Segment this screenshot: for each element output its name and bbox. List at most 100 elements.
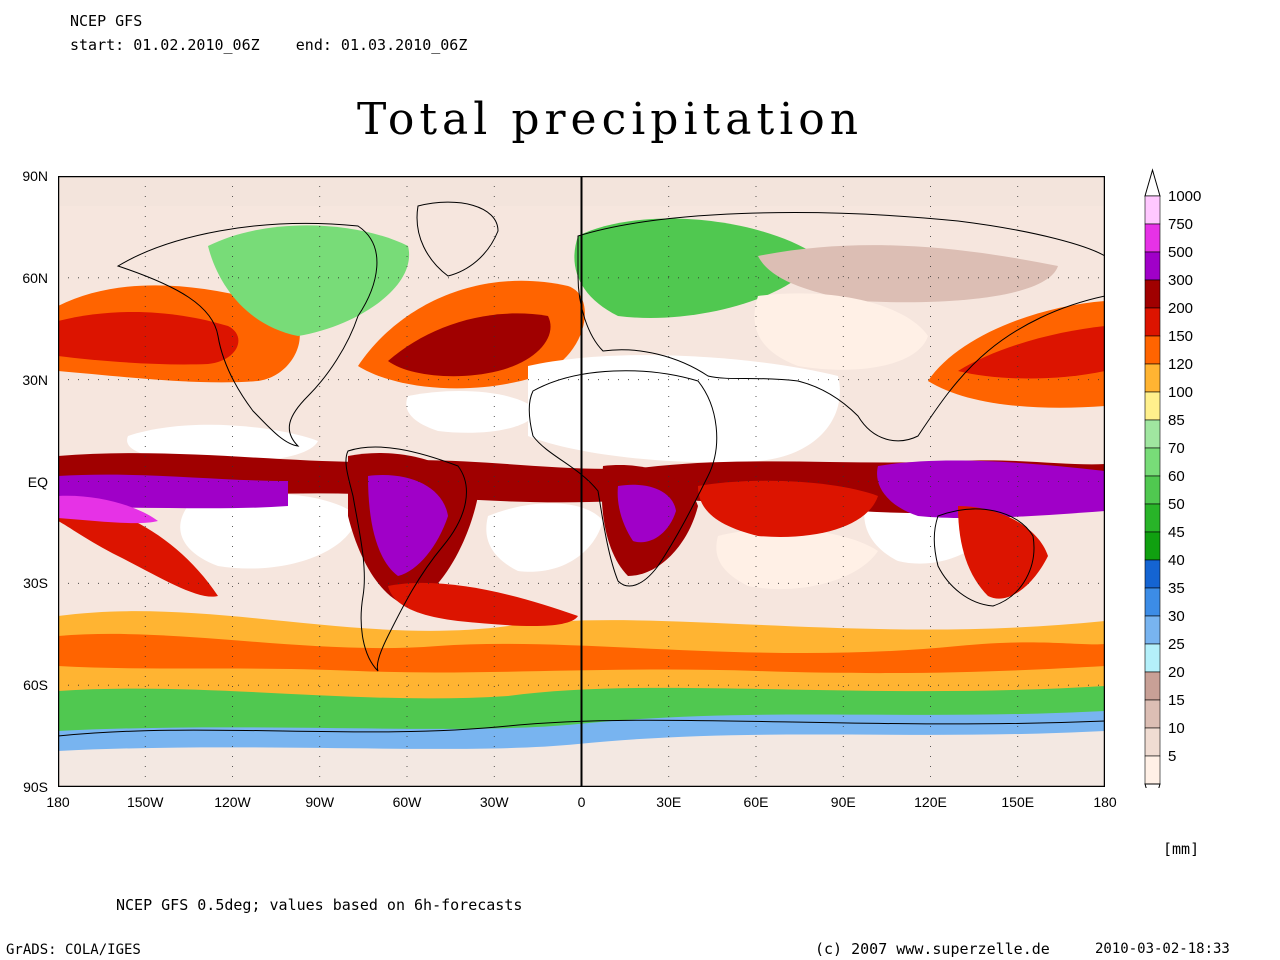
legend-level-label: 70	[1168, 440, 1185, 457]
legend-level-label: 25	[1168, 636, 1185, 653]
lon-tick-label: 30E	[656, 794, 682, 810]
atlantic-dry-n	[406, 391, 538, 433]
itcz-purple	[58, 474, 288, 509]
legend-swatch	[1144, 195, 1161, 225]
unit-label: [mm]	[1163, 840, 1200, 858]
legend-level-label: 5	[1168, 748, 1176, 765]
lon-tick-label: 150E	[1001, 794, 1035, 810]
legend-level-label: 15	[1168, 692, 1185, 709]
map-frame	[58, 176, 1105, 787]
legend-swatch	[1144, 699, 1161, 729]
s-atlantic-dry	[486, 503, 603, 572]
congo-purple	[617, 484, 676, 543]
lat-tick-label: EQ	[27, 473, 48, 490]
lon-tick-label: 60W	[392, 794, 422, 810]
north-america-outline	[116, 222, 378, 447]
lon-tick-label: 120E	[914, 794, 947, 810]
lon-tick-label: 180	[46, 794, 70, 810]
lon-tick-label: 0	[577, 794, 586, 810]
antarctica-outline	[58, 719, 1105, 737]
legend-swatch	[1144, 419, 1161, 449]
indian-ocean-rain	[698, 480, 878, 537]
legend-level-label: 60	[1168, 468, 1185, 485]
legend-swatch	[1144, 727, 1161, 757]
legend-swatch	[1144, 671, 1161, 701]
lon-tick-label: 30W	[479, 794, 509, 810]
lon-tick-label: 90E	[830, 794, 856, 810]
legend-level-label: 10	[1168, 720, 1185, 737]
n-america-green	[208, 225, 410, 336]
n-australia-rain	[958, 506, 1048, 599]
asia-dry	[754, 293, 928, 370]
timestamp: 2010-03-02-18:33	[1095, 941, 1230, 957]
lat-tick-label: 60S	[23, 677, 48, 694]
s-indian-dry	[716, 528, 878, 590]
legend-swatch	[1144, 475, 1161, 505]
legend-level-label: 100	[1168, 384, 1193, 401]
legend-level-label: 35	[1168, 580, 1185, 597]
legend-level-label: 1000	[1168, 188, 1201, 205]
south-america-outline	[345, 446, 467, 672]
lon-tick-label: 90W	[305, 794, 335, 810]
amazon-purple	[368, 475, 448, 576]
legend-level-label: 50	[1168, 496, 1185, 513]
model-note: NCEP GFS 0.5deg; values based on 6h-fore…	[116, 896, 523, 914]
legend-swatch	[1144, 251, 1161, 281]
legend-level-label: 20	[1168, 664, 1185, 681]
sahara-dry	[528, 355, 840, 463]
europe-green	[574, 218, 818, 318]
legend-level-label: 40	[1168, 552, 1185, 569]
legend-swatch	[1144, 503, 1161, 533]
legend-swatch	[1144, 363, 1161, 393]
legend-swatch	[1144, 643, 1161, 673]
legend-top-arrow	[1144, 168, 1161, 197]
legend-level-label: 30	[1168, 608, 1185, 625]
north-atlantic-core	[388, 313, 551, 377]
australia-outline	[933, 508, 1035, 607]
legend-level-label: 750	[1168, 216, 1193, 233]
se-pacific-dry	[180, 493, 358, 569]
s-atlantic-track	[388, 582, 578, 626]
lat-tick-label: 90N	[22, 168, 48, 184]
lon-tick-label: 60E	[743, 794, 769, 810]
coastlines	[58, 201, 1105, 737]
legend-bottom-arrow	[1144, 783, 1161, 788]
legend-swatch	[1144, 307, 1161, 337]
legend-swatch	[1144, 279, 1161, 309]
legend-level-label: 150	[1168, 328, 1193, 345]
legend-swatch	[1144, 391, 1161, 421]
lon-tick-label: 150W	[126, 794, 164, 810]
africa-outline	[528, 370, 718, 587]
legend-swatch	[1144, 755, 1161, 785]
siberia-light	[758, 245, 1058, 303]
eurasia-outline	[577, 212, 1105, 442]
west-pacific-core	[958, 326, 1105, 379]
legend-swatch	[1144, 559, 1161, 589]
precipitation-map	[58, 176, 1105, 787]
lat-tick-label: 60N	[22, 269, 48, 286]
east-pacific-dry	[127, 424, 318, 463]
map-title: Total precipitation	[356, 94, 864, 145]
period-label: start: 01.02.2010_06Z end: 01.03.2010_06…	[70, 36, 468, 54]
legend-level-label: 45	[1168, 524, 1185, 541]
legend-level-label: 120	[1168, 356, 1193, 373]
legend-swatch	[1144, 587, 1161, 617]
software-credit: GrADS: COLA/IGES	[6, 942, 141, 958]
legend-swatch	[1144, 531, 1161, 561]
lat-tick-label: 90S	[23, 779, 48, 795]
lat-tick-label: 30N	[22, 371, 48, 388]
legend-level-label: 500	[1168, 244, 1193, 261]
greenland-outline	[416, 201, 499, 277]
lon-tick-label: 120W	[214, 794, 251, 810]
pacific-magenta	[58, 495, 158, 524]
lon-tick-label: 180	[1093, 794, 1117, 810]
legend-swatch	[1144, 615, 1161, 645]
legend-level-label: 200	[1168, 300, 1193, 317]
legend-swatch	[1144, 447, 1161, 477]
legend-swatch	[1144, 335, 1161, 365]
legend-level-label: 300	[1168, 272, 1193, 289]
lat-tick-label: 30S	[23, 575, 48, 592]
maritime-continent	[877, 460, 1105, 519]
model-label: NCEP GFS	[70, 12, 143, 30]
legend-level-label: 85	[1168, 412, 1185, 429]
